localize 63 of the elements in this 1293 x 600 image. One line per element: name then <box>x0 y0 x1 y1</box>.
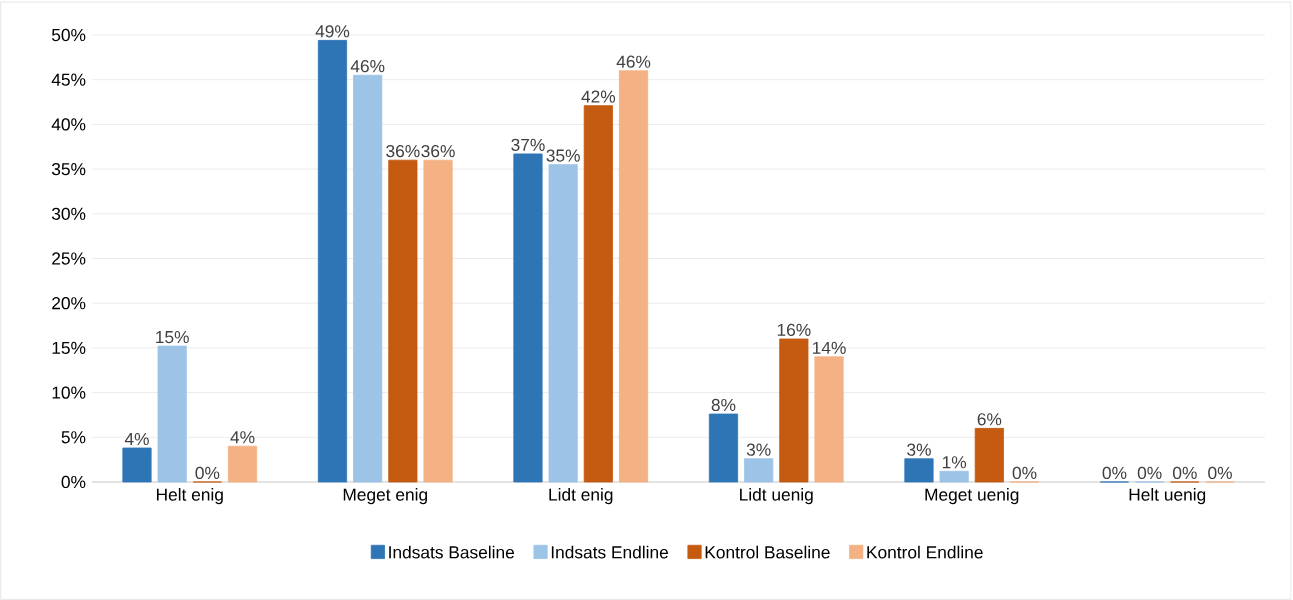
data-label: 14% <box>813 341 846 354</box>
bar <box>513 153 543 483</box>
bar <box>583 105 613 483</box>
data-label: 46% <box>616 55 651 68</box>
y-tick-label: 30% <box>51 207 86 220</box>
bar <box>353 74 383 483</box>
data-label: 0% <box>195 466 220 480</box>
y-tick-label: 50% <box>51 28 86 42</box>
y-tick-label: 15% <box>52 341 86 354</box>
data-label: 4% <box>124 432 149 446</box>
x-tick-label: Lidt enig <box>549 488 613 505</box>
legend-label: Indsats Baseline <box>389 545 515 559</box>
y-tick-label: 10% <box>52 386 86 399</box>
data-label: 15% <box>156 330 189 344</box>
data-label: 3% <box>746 443 771 456</box>
data-label: 46% <box>350 60 385 73</box>
bar <box>974 427 1004 483</box>
data-label: 0% <box>1172 466 1197 480</box>
data-label: 1% <box>942 456 967 469</box>
data-label: 37% <box>511 138 545 151</box>
data-label: 36% <box>421 144 455 158</box>
bar <box>814 356 844 483</box>
y-tick-label: 40% <box>51 118 86 131</box>
bar <box>423 159 453 483</box>
data-label: 0% <box>1012 466 1037 480</box>
bar <box>157 345 187 483</box>
y-tick-label: 25% <box>52 252 86 265</box>
bar <box>122 447 152 483</box>
data-label: 4% <box>230 431 255 444</box>
x-tick-label: Lidt uenig <box>740 488 813 505</box>
y-tick-label: 35% <box>51 162 86 176</box>
data-label: 35% <box>546 149 580 162</box>
legend-label: Kontrol Baseline <box>705 545 830 559</box>
bar <box>779 338 809 483</box>
y-tick-label: 0% <box>61 475 86 489</box>
bar <box>744 458 774 483</box>
bar <box>317 39 348 483</box>
data-label: 0% <box>1208 466 1232 480</box>
data-label: 3% <box>907 443 931 456</box>
legend-label: Kontrol Endline <box>867 545 983 559</box>
data-label: 42% <box>581 90 616 103</box>
legend-label: Indsats Endline <box>551 545 668 559</box>
bar <box>904 458 934 483</box>
data-label: 16% <box>777 323 811 337</box>
data-label: 6% <box>977 413 1002 426</box>
x-tick-label: Meget enig <box>343 488 427 505</box>
bar <box>388 159 418 483</box>
data-label: 36% <box>386 144 420 158</box>
y-tick-label: 45% <box>51 73 86 86</box>
bar <box>708 413 739 483</box>
bar <box>548 164 578 483</box>
data-label: 8% <box>711 398 736 412</box>
bar <box>939 470 969 483</box>
data-label: 0% <box>1137 466 1162 480</box>
y-tick-label: 20% <box>52 297 86 310</box>
x-tick-label: Helt uenig <box>1129 488 1206 505</box>
x-tick-label: Meget uenig <box>925 488 1019 505</box>
bar <box>618 70 649 483</box>
x-tick-label: Helt enig <box>156 488 223 505</box>
y-tick-label: 5% <box>61 431 86 444</box>
data-label: 49% <box>315 25 350 38</box>
data-label: 0% <box>1102 466 1127 480</box>
bar <box>227 445 258 483</box>
